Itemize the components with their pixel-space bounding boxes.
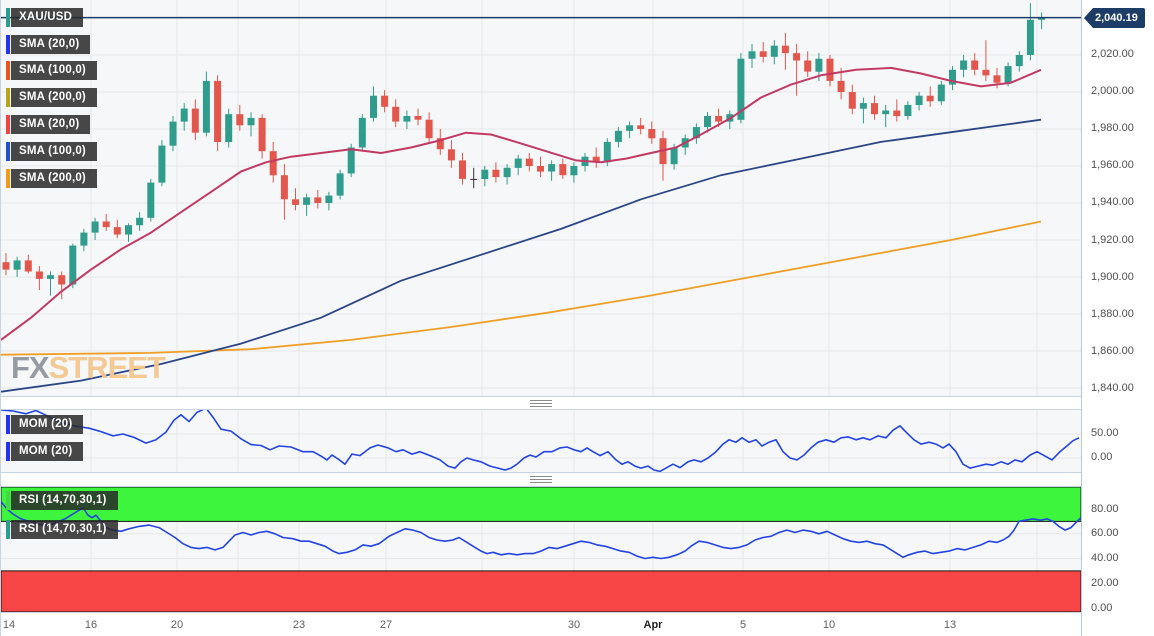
axis-tick-label: 2,020.00 <box>1091 48 1134 61</box>
legend-color-swatch-icon <box>6 35 10 54</box>
axis-tick-label: 1,840.00 <box>1091 381 1134 394</box>
legend-color-swatch-icon <box>6 142 10 161</box>
axis-tick-label: 1,860.00 <box>1091 344 1134 357</box>
fxstreet-watermark: FXSTREET <box>11 350 166 386</box>
legend-label: SMA (200,0) <box>11 169 97 188</box>
legend-label: RSI (14,70,30,1) <box>11 491 118 510</box>
legend-label: SMA (20,0) <box>11 115 91 134</box>
axis-tick-label: 1,880.00 <box>1091 307 1134 320</box>
time-tick-label: 14 <box>2 619 16 631</box>
axis-tick-label: 1,920.00 <box>1091 233 1134 246</box>
legend-label: SMA (100,0) <box>11 61 97 80</box>
legend-label: MOM (20) <box>11 415 84 434</box>
legend-label: MOM (20) <box>11 442 84 461</box>
legend-item[interactable]: RSI (14,70,30,1) <box>6 491 118 510</box>
axis-tick-label: 20.00 <box>1091 576 1119 589</box>
legend-color-swatch-icon <box>6 491 10 510</box>
panel-separator-1[interactable] <box>1 396 1154 410</box>
panel-separator-2[interactable] <box>1 472 1154 487</box>
time-tick-label: 23 <box>292 619 306 631</box>
watermark-fx: FX <box>11 350 50 385</box>
axis-tick-label: 40.00 <box>1091 552 1119 565</box>
legend-item[interactable]: RSI (14,70,30,1) <box>6 520 118 539</box>
time-tick-label: 27 <box>379 619 393 631</box>
axis-tick-label: 80.00 <box>1091 502 1119 515</box>
legend-color-swatch-icon <box>6 115 10 134</box>
legend-color-swatch-icon <box>6 61 10 80</box>
axis-tick-label: 1,940.00 <box>1091 196 1134 209</box>
axis-tick-label: 0.00 <box>1091 451 1113 464</box>
legend-item[interactable]: XAU/USD <box>6 8 84 27</box>
axis-tick-label: 60.00 <box>1091 527 1119 540</box>
legend-label: SMA (20,0) <box>11 35 91 54</box>
legend-label: XAU/USD <box>11 8 84 27</box>
axis-tick-label: 2,000.00 <box>1091 85 1134 98</box>
legend-label: SMA (200,0) <box>11 88 97 107</box>
price-tag-value: 2,040.19 <box>1093 7 1145 28</box>
legend-item[interactable]: SMA (20,0) <box>6 35 91 54</box>
price-panel[interactable]: FXSTREET XAU/USD SMA (20,0) SMA (100,0) SMA… <box>1 0 1081 396</box>
legend-label: SMA (100,0) <box>11 142 97 161</box>
axis-tick-label: 50.00 <box>1091 427 1119 440</box>
price-axis[interactable]: 2,040.19 2,020.00 2,000.00 1,980.00 1,960.0… <box>1081 0 1154 636</box>
rsi-chart-canvas <box>1 487 1081 612</box>
legend-item[interactable]: MOM (20) <box>6 442 84 461</box>
legend-color-swatch-icon <box>6 442 10 461</box>
axis-tick-label: 1,960.00 <box>1091 159 1134 172</box>
axis-tick-label: 1,900.00 <box>1091 270 1134 283</box>
time-axis[interactable]: 14 16 20 23 27 30 Apr 5 10 13 <box>1 612 1081 636</box>
time-tick-label: 16 <box>84 619 98 631</box>
time-tick-label: 20 <box>170 619 184 631</box>
price-chart-canvas <box>1 0 1081 396</box>
legend-color-swatch-icon <box>6 169 10 188</box>
time-tick-label: 30 <box>567 619 581 631</box>
time-tick-label: Apr <box>643 619 663 631</box>
legend-color-swatch-icon <box>6 415 10 434</box>
watermark-street: STREET <box>48 350 166 385</box>
momentum-panel[interactable]: MOM (20) MOM (20) <box>1 410 1081 472</box>
legend-item[interactable]: SMA (20,0) <box>6 115 91 134</box>
legend-item[interactable]: SMA (100,0) <box>6 142 97 161</box>
time-tick-label: 10 <box>822 619 836 631</box>
legend-item[interactable]: SMA (200,0) <box>6 169 97 188</box>
time-tick-label: 5 <box>739 619 747 631</box>
legend-item[interactable]: SMA (200,0) <box>6 88 97 107</box>
price-tag-arrow-icon <box>1084 7 1093 28</box>
drag-handle-icon[interactable] <box>530 476 552 484</box>
axis-tick-label: 0.00 <box>1091 601 1113 614</box>
time-tick-label: 13 <box>943 619 957 631</box>
rsi-panel[interactable]: RSI (14,70,30,1) RSI (14,70,30,1) <box>1 487 1081 612</box>
drag-handle-icon[interactable] <box>530 400 552 408</box>
legend-label: RSI (14,70,30,1) <box>11 520 118 539</box>
legend-item[interactable]: SMA (100,0) <box>6 61 97 80</box>
last-price-tag: 2,040.19 <box>1084 7 1145 28</box>
axis-tick-label: 1,980.00 <box>1091 122 1134 135</box>
legend-color-swatch-icon <box>6 8 10 27</box>
momentum-chart-canvas <box>1 410 1081 472</box>
legend-item[interactable]: MOM (20) <box>6 415 84 434</box>
legend-color-swatch-icon <box>6 88 10 107</box>
legend-color-swatch-icon <box>6 520 10 539</box>
